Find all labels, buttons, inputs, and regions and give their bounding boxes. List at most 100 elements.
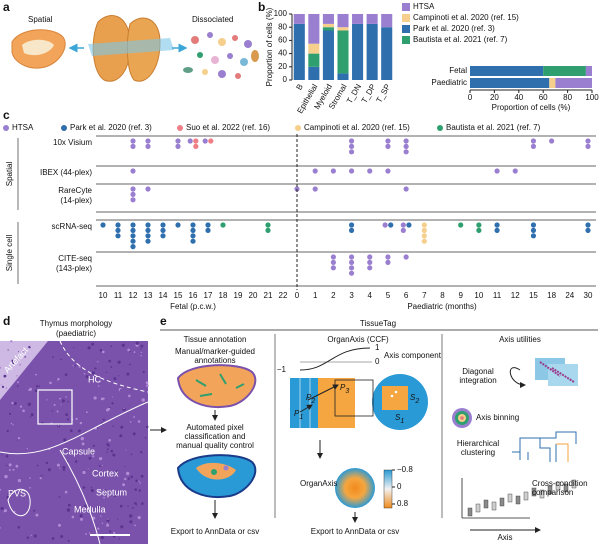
- point-label-letter: P: [294, 409, 300, 418]
- tissue-texture: [97, 427, 99, 429]
- x-tick-label: 18: [219, 291, 228, 300]
- row-label: scRNA-seq: [52, 222, 92, 231]
- tissue-texture: [34, 389, 38, 393]
- sample-dot: [403, 186, 409, 192]
- legend-marker: [437, 125, 443, 131]
- x-tick-label: 20: [249, 291, 258, 300]
- tissue-texture: [0, 384, 2, 386]
- bar-segment: [322, 27, 334, 31]
- tissue-texture: [127, 477, 130, 480]
- tissue-texture: [87, 468, 89, 470]
- x-tick-label: 20: [490, 93, 499, 102]
- tissue-texture: [133, 416, 136, 418]
- tissue-texture: [107, 448, 109, 450]
- tissue-texture: [120, 425, 124, 429]
- tissue-texture: [19, 405, 23, 408]
- bar-segment: [337, 73, 349, 80]
- legend-label: Bautista et al. 2021 (ref. 7): [413, 35, 508, 44]
- tissue-texture: [102, 350, 105, 354]
- column-title: Axis utilities: [499, 335, 541, 344]
- sample-dot: [208, 138, 214, 144]
- bar-segment: [555, 78, 592, 88]
- tissue-texture: [39, 477, 42, 480]
- tissue-texture: [65, 396, 67, 398]
- tissue-texture: [74, 365, 77, 367]
- title: TissueTag: [360, 319, 396, 328]
- tissue-texture: [112, 396, 114, 398]
- sample-dot: [160, 227, 166, 233]
- tissue-texture: [90, 486, 93, 489]
- tissue-texture: [63, 438, 67, 442]
- y-tick-label: Paediatric: [431, 78, 467, 87]
- tissue-texture: [124, 477, 127, 481]
- point-label: P1: [294, 409, 303, 421]
- panel-label: b: [258, 0, 265, 14]
- legend-swatch: [402, 14, 410, 22]
- row-label: RareCyte: [58, 186, 92, 195]
- tissue-texture: [33, 509, 36, 512]
- tissue-texture: [82, 486, 86, 489]
- point-label-letter: P: [340, 383, 346, 392]
- x-tick-label: 3: [349, 291, 354, 300]
- tissue-texture: [134, 488, 137, 491]
- x-tick-label: 18: [547, 291, 556, 300]
- structure-label: S1: [395, 413, 404, 425]
- legend-label: Park et al. 2020 (ref. 3): [70, 123, 152, 132]
- tissue-texture: [93, 527, 95, 529]
- box-icon: [475, 503, 481, 513]
- sample-dot: [145, 238, 151, 244]
- tissue-texture: [97, 490, 101, 494]
- tissue-texture: [80, 436, 85, 441]
- tissue-texture: [89, 451, 93, 455]
- tissue-texture: [60, 404, 62, 406]
- region-label: Medulla: [74, 504, 106, 514]
- tissue-texture: [40, 475, 42, 477]
- tissue-texture: [67, 539, 70, 542]
- bar-segment: [337, 30, 349, 74]
- tissue-texture: [30, 413, 34, 417]
- sample-dot: [130, 238, 136, 244]
- curve-tick: 0: [375, 357, 380, 366]
- sample-dot: [585, 138, 591, 144]
- point-label-letter: P: [306, 393, 312, 402]
- legend-label: HTSA: [12, 123, 34, 132]
- x-tick-label: 14: [159, 291, 168, 300]
- tissue-texture: [138, 480, 140, 482]
- tissue-texture: [133, 351, 136, 353]
- tissue-texture: [49, 381, 52, 385]
- sample-dot: [400, 227, 406, 233]
- sample-dot: [530, 143, 537, 149]
- region-label: PVS: [8, 488, 26, 498]
- y-tick-label: 100: [274, 9, 288, 18]
- sample-dot: [494, 168, 500, 174]
- x-tick-label: 40: [514, 93, 523, 102]
- sample-dot: [385, 254, 391, 260]
- sample-dot: [348, 143, 355, 149]
- point-label-sub: 2: [310, 398, 315, 405]
- sample-dot: [145, 222, 151, 228]
- sample-dot: [348, 265, 355, 271]
- bar-segment: [293, 23, 305, 80]
- panel-e-art: [160, 329, 598, 533]
- sample-dot: [330, 259, 336, 265]
- sample-dot: [130, 186, 136, 192]
- tissue-texture: [51, 410, 54, 412]
- tissue-texture: [122, 483, 125, 487]
- tissue-texture: [24, 356, 27, 358]
- y-axis-label: Proportion of cells (%): [265, 7, 274, 86]
- tissue-texture: [141, 502, 144, 505]
- tissue-texture: [8, 463, 12, 467]
- tissue-texture: [80, 517, 83, 521]
- x-tick-label: 8: [440, 291, 445, 300]
- x-tick-label: 6: [404, 291, 409, 300]
- tissue-texture: [17, 526, 21, 529]
- row-label: 10x Visium: [53, 138, 92, 147]
- panel-label: e: [160, 314, 167, 328]
- tissue-texture: [135, 341, 139, 345]
- point-label: P3: [340, 383, 349, 395]
- tissue-texture: [1, 454, 3, 456]
- sample-dot: [476, 227, 482, 233]
- tissue-texture: [105, 371, 108, 374]
- x-tick-label: 5: [386, 291, 391, 300]
- tissue-texture: [6, 429, 9, 433]
